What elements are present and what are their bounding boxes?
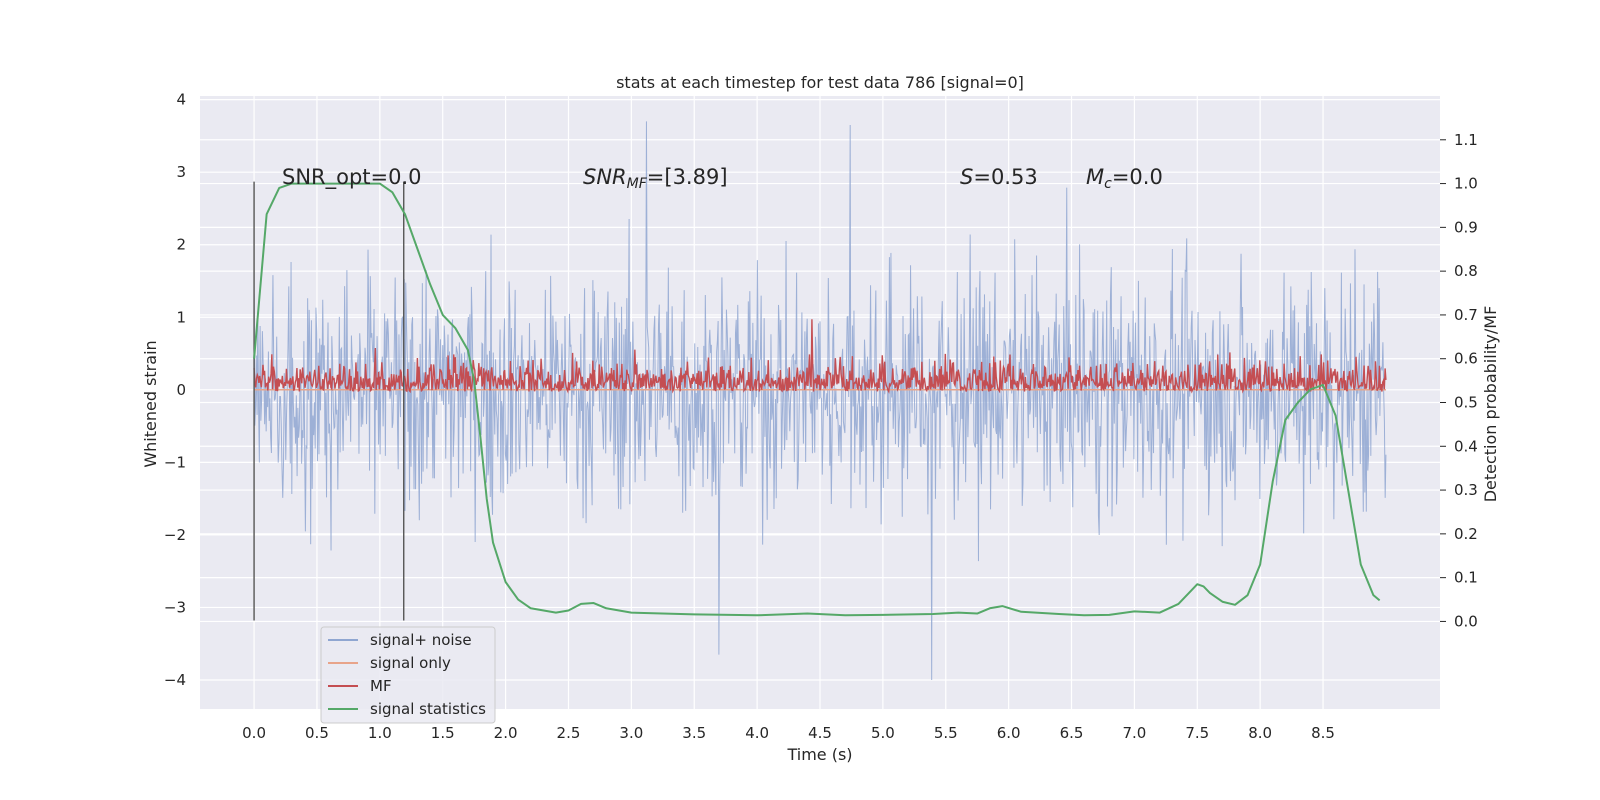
y2-tick-label: 0.1 [1454, 569, 1478, 587]
x-tick-label: 6.0 [997, 724, 1021, 742]
legend-label-signal-statistics: signal statistics [370, 700, 486, 718]
legend-label-mf: MF [370, 677, 392, 695]
y-tick-label: −3 [164, 598, 186, 616]
signal-statistics-line [253, 182, 1381, 617]
tick-labels: 0.0 0.5 1.0 1.5 2.0 2.5 3.0 3.5 4.0 4.5 5.0 5.5 6.0 6… [164, 91, 1478, 742]
y2-tick-label: 0.0 [1454, 612, 1478, 630]
y2-tick-label: 0.5 [1454, 394, 1478, 412]
annotation-s: S=0.53 [960, 165, 1038, 189]
x-tick-label: 3.5 [682, 724, 706, 742]
vertical-markers [253, 181, 405, 621]
y2-tick-label: 1.1 [1454, 131, 1478, 149]
annotation-mc-main: M [1086, 165, 1104, 189]
y-tick-label: 1 [176, 308, 186, 326]
signal-noise-series [253, 121, 1387, 680]
legend: signal+ noise signal only MF signal stat… [320, 626, 496, 724]
y2-axis-label: Detection probability/MF [1481, 306, 1500, 503]
annotation-snr-mf-sub: MF [627, 176, 648, 192]
y-tick-label: −4 [164, 671, 186, 689]
y2-tick-label: 0.7 [1454, 306, 1478, 324]
x-tick-label: 8.0 [1248, 724, 1272, 742]
legend-box [320, 626, 496, 724]
x-tick-label: 1.0 [368, 724, 392, 742]
chart-title: stats at each timestep for test data 786… [616, 73, 1024, 92]
x-tick-label: 1.5 [431, 724, 455, 742]
x-tick-label: 5.5 [934, 724, 958, 742]
annotation-snr-mf-main: SNR [583, 165, 627, 189]
y-tick-label: 0 [176, 381, 186, 399]
y2-tick-label: 0.6 [1454, 350, 1478, 368]
x-tick-label: 8.5 [1311, 724, 1335, 742]
y2-tick-label: 1.0 [1454, 175, 1478, 193]
x-axis-label: Time (s) [786, 745, 852, 764]
x-tick-label: 2.0 [494, 724, 518, 742]
mf-series [253, 319, 1387, 394]
legend-label-signal-noise: signal+ noise [370, 631, 472, 649]
x-tick-label: 7.5 [1185, 724, 1209, 742]
y-axis-label: Whitened strain [141, 340, 160, 467]
x-tick-label: 0.0 [242, 724, 266, 742]
y2-tick-label: 0.3 [1454, 481, 1478, 499]
y2-tick-label: 0.4 [1454, 437, 1478, 455]
y-tick-label: 4 [176, 91, 186, 109]
y-tick-label: −1 [164, 453, 186, 471]
mf-line [253, 319, 1387, 394]
signal-noise-line [253, 121, 1387, 680]
annotation-snr-mf-value: =[3.89] [647, 165, 728, 189]
x-tick-label: 3.0 [619, 724, 643, 742]
signal-statistics-series [253, 182, 1381, 617]
x-tick-label: 2.5 [557, 724, 581, 742]
annotation-s-value: =0.53 [973, 165, 1037, 189]
annotation-snr-opt: SNR_opt=0.0 [282, 165, 422, 190]
y2-tick-label: 0.9 [1454, 218, 1478, 236]
annotation-snr-mf: SNRMF=[3.89] [583, 165, 728, 192]
legend-label-signal-only: signal only [370, 654, 451, 672]
x-tick-label: 4.5 [808, 724, 832, 742]
y2-tick-label: 0.8 [1454, 262, 1478, 280]
annotation-mc: Mc=0.0 [1086, 165, 1163, 192]
x-tick-label: 4.0 [745, 724, 769, 742]
x-tick-label: 6.5 [1060, 724, 1084, 742]
y2-tick-label: 0.2 [1454, 525, 1478, 543]
y-tick-label: 2 [176, 236, 186, 254]
x-tick-label: 7.0 [1122, 724, 1146, 742]
y-tick-label: −2 [164, 526, 186, 544]
y-tick-label: 3 [176, 163, 186, 181]
x-tick-label: 5.0 [871, 724, 895, 742]
annotation-s-main: S [960, 165, 973, 189]
annotation-mc-value: =0.0 [1112, 165, 1163, 189]
x-tick-label: 0.5 [305, 724, 329, 742]
annotation-mc-sub: c [1104, 176, 1112, 192]
